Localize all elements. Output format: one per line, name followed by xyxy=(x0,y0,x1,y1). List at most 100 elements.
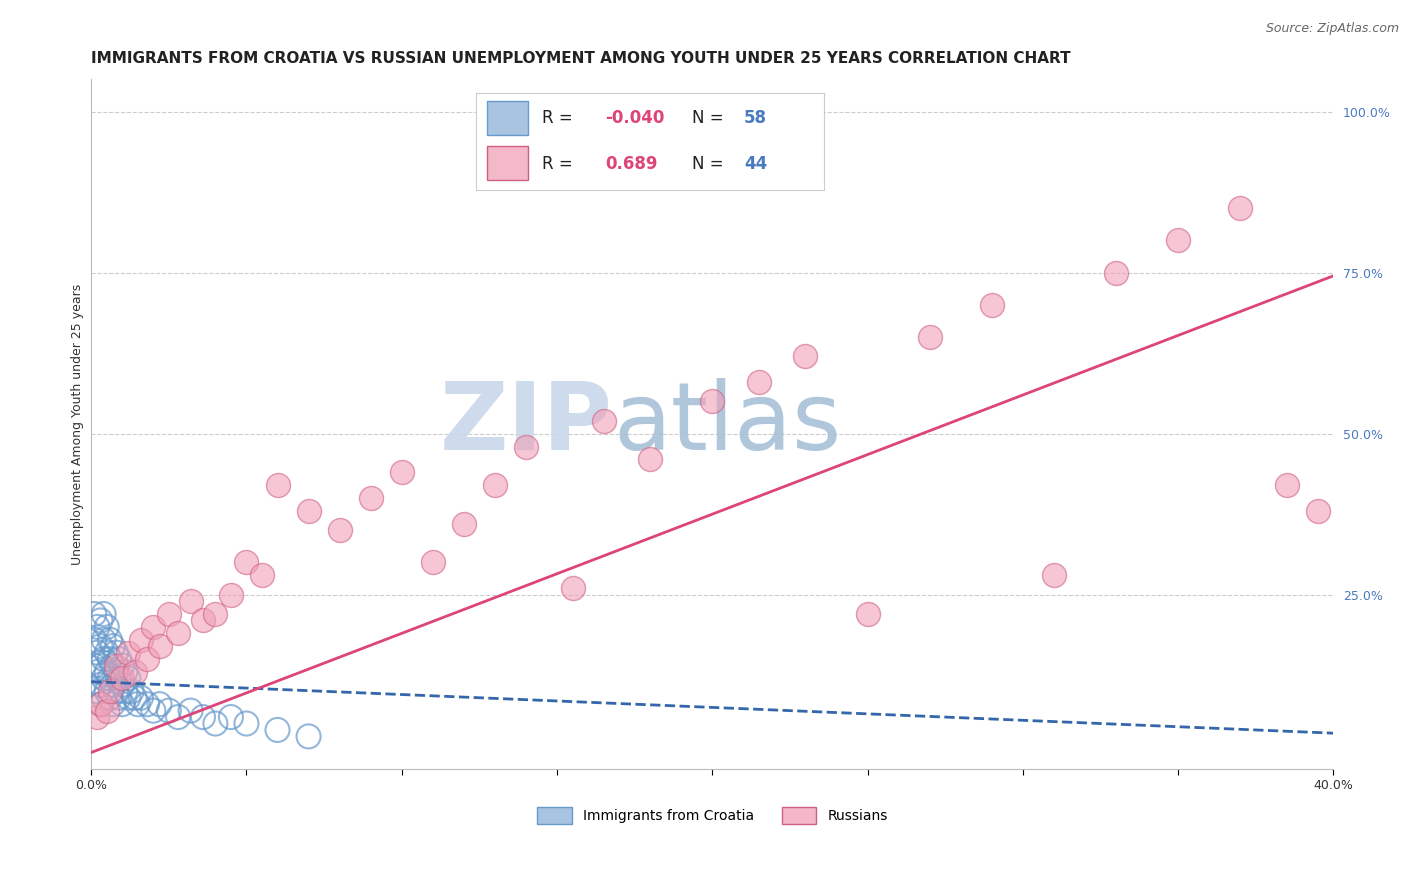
Point xyxy=(794,349,817,363)
Point xyxy=(93,652,115,666)
Point xyxy=(98,632,121,647)
Point xyxy=(89,697,111,711)
Point xyxy=(219,710,242,724)
Point xyxy=(422,556,444,570)
Point xyxy=(129,632,152,647)
Point xyxy=(89,614,111,628)
Point xyxy=(101,697,124,711)
Point xyxy=(235,716,257,731)
Point xyxy=(124,690,146,705)
Point xyxy=(204,716,226,731)
Point xyxy=(89,639,111,653)
Point xyxy=(83,607,105,621)
Text: ZIP: ZIP xyxy=(440,378,613,470)
Point xyxy=(96,665,118,679)
Point xyxy=(96,684,118,698)
Text: IMMIGRANTS FROM CROATIA VS RUSSIAN UNEMPLOYMENT AMONG YOUTH UNDER 25 YEARS CORRE: IMMIGRANTS FROM CROATIA VS RUSSIAN UNEMP… xyxy=(91,51,1071,66)
Point xyxy=(98,684,121,698)
Point xyxy=(1229,201,1251,215)
Point xyxy=(1167,233,1189,247)
Point xyxy=(124,665,146,679)
Point xyxy=(105,684,128,698)
Point xyxy=(111,678,134,692)
Point xyxy=(136,652,159,666)
Point xyxy=(235,556,257,570)
Point xyxy=(748,375,770,389)
Point xyxy=(105,658,128,673)
Point xyxy=(98,652,121,666)
Point xyxy=(93,690,115,705)
Point xyxy=(297,504,319,518)
Point xyxy=(111,658,134,673)
Point xyxy=(148,697,170,711)
Point xyxy=(191,614,214,628)
Point xyxy=(167,710,190,724)
Point xyxy=(142,704,165,718)
Point xyxy=(167,626,190,640)
Point xyxy=(638,452,661,467)
Text: Source: ZipAtlas.com: Source: ZipAtlas.com xyxy=(1265,22,1399,36)
Point xyxy=(180,594,202,608)
Point xyxy=(89,697,111,711)
Point xyxy=(98,690,121,705)
Point xyxy=(219,588,242,602)
Point xyxy=(561,581,583,595)
Point xyxy=(856,607,879,621)
Point xyxy=(111,697,134,711)
Point xyxy=(114,684,136,698)
Point xyxy=(89,678,111,692)
Point xyxy=(191,710,214,724)
Point xyxy=(1275,478,1298,492)
Point xyxy=(86,646,108,660)
Point xyxy=(204,607,226,621)
Point xyxy=(101,639,124,653)
Text: atlas: atlas xyxy=(613,378,841,470)
Point xyxy=(108,652,131,666)
Point xyxy=(266,478,288,492)
Point xyxy=(129,690,152,705)
Point xyxy=(1105,266,1128,280)
Point xyxy=(515,440,537,454)
Point xyxy=(105,646,128,660)
Point xyxy=(266,723,288,737)
Point xyxy=(98,672,121,686)
Y-axis label: Unemployment Among Youth under 25 years: Unemployment Among Youth under 25 years xyxy=(72,284,84,565)
Point xyxy=(96,620,118,634)
Point xyxy=(136,697,159,711)
Point xyxy=(89,658,111,673)
Point xyxy=(117,672,139,686)
Point xyxy=(114,665,136,679)
Point xyxy=(391,465,413,479)
Point xyxy=(484,478,506,492)
Point xyxy=(83,632,105,647)
Point xyxy=(148,639,170,653)
Point xyxy=(157,704,180,718)
Point xyxy=(121,684,143,698)
Point xyxy=(453,516,475,531)
Point xyxy=(592,414,614,428)
Point xyxy=(702,394,724,409)
Point xyxy=(142,620,165,634)
Point xyxy=(1306,504,1329,518)
Point xyxy=(329,523,352,537)
Point xyxy=(108,690,131,705)
Point xyxy=(96,704,118,718)
Point xyxy=(117,690,139,705)
Point xyxy=(117,646,139,660)
Legend: Immigrants from Croatia, Russians: Immigrants from Croatia, Russians xyxy=(537,806,887,823)
Point xyxy=(86,710,108,724)
Point xyxy=(93,672,115,686)
Point xyxy=(86,620,108,634)
Point xyxy=(108,672,131,686)
Point xyxy=(111,672,134,686)
Point xyxy=(105,665,128,679)
Point xyxy=(1043,568,1066,582)
Point xyxy=(93,607,115,621)
Point xyxy=(180,704,202,718)
Point xyxy=(157,607,180,621)
Point xyxy=(83,658,105,673)
Point xyxy=(101,678,124,692)
Point xyxy=(297,730,319,744)
Point xyxy=(96,646,118,660)
Point xyxy=(918,330,941,344)
